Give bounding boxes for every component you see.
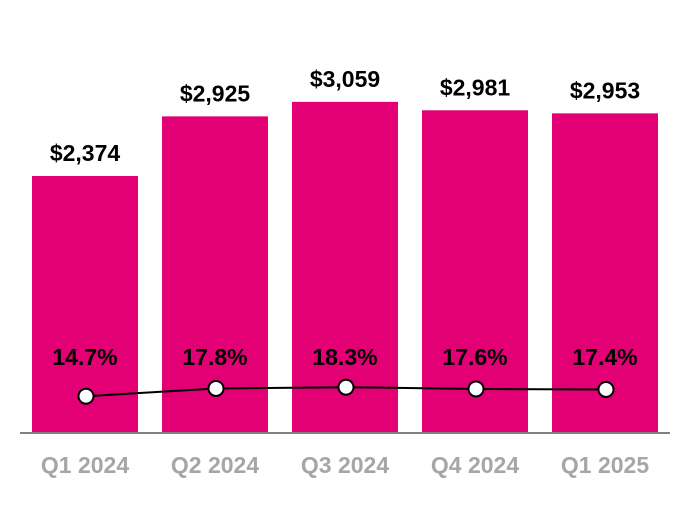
line-value-label: 18.3% <box>312 344 377 370</box>
line-value-label: 17.6% <box>442 344 507 370</box>
line-value-label: 17.4% <box>572 344 637 370</box>
x-tick-label: Q1 2024 <box>41 452 129 478</box>
bar-value-label: $2,374 <box>50 140 121 166</box>
x-tick-label: Q4 2024 <box>431 452 519 478</box>
bar <box>292 101 398 433</box>
bar-value-label: $2,925 <box>180 80 251 106</box>
x-tick-label: Q1 2025 <box>561 452 649 478</box>
x-tick-label: Q2 2024 <box>171 452 259 478</box>
x-tick-label: Q3 2024 <box>301 452 389 478</box>
bar-value-label: $2,953 <box>570 77 640 103</box>
bar <box>422 110 528 433</box>
line-marker <box>77 387 95 405</box>
line-marker <box>597 380 615 398</box>
line-marker <box>207 379 225 397</box>
bar <box>552 113 658 433</box>
line-value-label: 17.8% <box>182 344 247 370</box>
bar-value-label: $3,059 <box>310 66 380 92</box>
line-value-label: 14.7% <box>52 344 117 370</box>
bar-value-label: $2,981 <box>440 74 511 100</box>
line-marker <box>467 380 485 398</box>
line-marker <box>337 378 355 396</box>
